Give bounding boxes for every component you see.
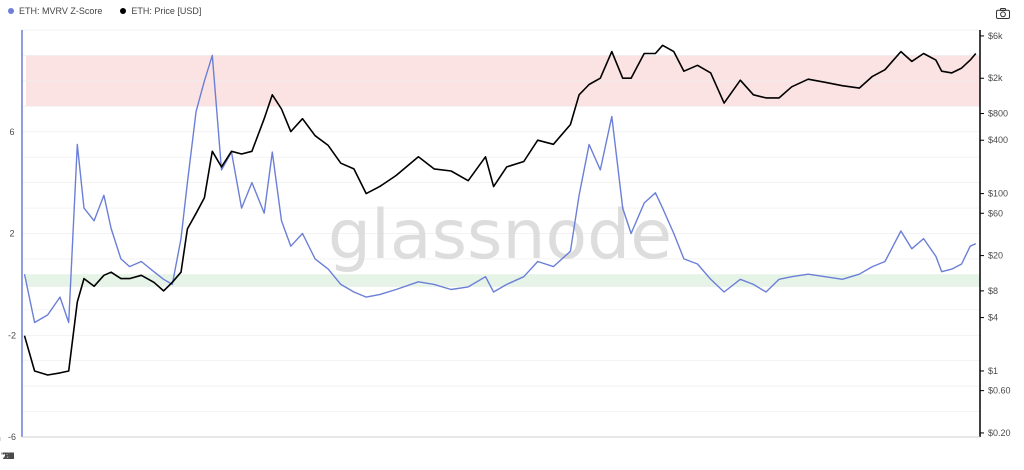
series-layer (23, 44, 977, 376)
legend-label-price: ETH: Price [USD] (131, 6, 202, 16)
left-axis-ticks: 6 2 -2 -6 (8, 127, 16, 442)
x-tick-label: Jan '19 (0, 451, 14, 461)
x-tick-label: Jul '17 (0, 451, 13, 461)
right-tick-label: $60 (988, 208, 1003, 218)
x-tick-label: Jan '17 (0, 451, 14, 461)
x-tick-label: Jan '22 (0, 451, 14, 461)
x-axis-ticks: Jan '16Jul '16Jan '17Jul '17Jan '18Jul '… (0, 437, 14, 461)
x-tick-label: Jan '18 (0, 451, 14, 461)
right-tick-label: $4 (988, 313, 998, 323)
watermark: glassnode (328, 196, 672, 275)
left-tick-label: -2 (8, 330, 16, 340)
x-tick-label: Jul '16 (0, 451, 13, 461)
x-tick-label: Jul '22 (0, 451, 13, 461)
series-line-zscore (23, 54, 977, 324)
right-tick-label: $20 (988, 251, 1003, 261)
left-tick-label: 2 (9, 229, 14, 239)
x-tick-label: Jul '23 (0, 451, 13, 461)
x-tick-label: Jan '24 (0, 451, 14, 461)
right-tick-label: $8 (988, 286, 998, 296)
x-tick-label: Jul '20 (0, 451, 13, 461)
band-1 (26, 274, 980, 287)
x-tick-label: Jan '23 (0, 451, 14, 461)
chart-legend: ETH: MVRV Z-Score ETH: Price [USD] (8, 6, 201, 16)
legend-dot-price (120, 8, 127, 14)
x-tick-label: Jul '21 (0, 451, 13, 461)
axes-layer (21, 30, 981, 438)
series-line-price (23, 44, 977, 376)
camera-icon[interactable] (996, 8, 1010, 19)
x-tick-label: Jul '18 (0, 451, 13, 461)
left-tick-label: -6 (8, 432, 16, 442)
right-tick-label: $100 (988, 189, 1008, 199)
right-tick-label: $1 (988, 366, 998, 376)
right-tick-label: $800 (988, 109, 1008, 119)
legend-item-zscore[interactable]: ETH: MVRV Z-Score (8, 6, 102, 16)
legend-item-price[interactable]: ETH: Price [USD] (120, 6, 201, 16)
x-tick-label: Jan '16 (0, 451, 14, 461)
legend-dot-zscore (8, 8, 14, 14)
x-tick-label: Jul '24 (0, 451, 13, 461)
right-axis-ticks: $6k $2k $800 $400 $100 $60 $20 $8 $4 $1 $0.60 $0.20 (980, 31, 1011, 438)
left-tick-label: 6 (9, 127, 14, 137)
right-tick-label: $2k (988, 73, 1003, 83)
right-tick-label: $0.20 (988, 428, 1011, 438)
x-tick-label: Jan '20 (0, 451, 14, 461)
right-tick-label: $0.60 (988, 386, 1011, 396)
right-tick-label: $6k (988, 31, 1003, 41)
x-tick-label: Jul '19 (0, 451, 13, 461)
x-tick-label: Jan '21 (0, 451, 14, 461)
legend-label-zscore: ETH: MVRV Z-Score (19, 6, 103, 16)
right-tick-label: $400 (988, 135, 1008, 145)
